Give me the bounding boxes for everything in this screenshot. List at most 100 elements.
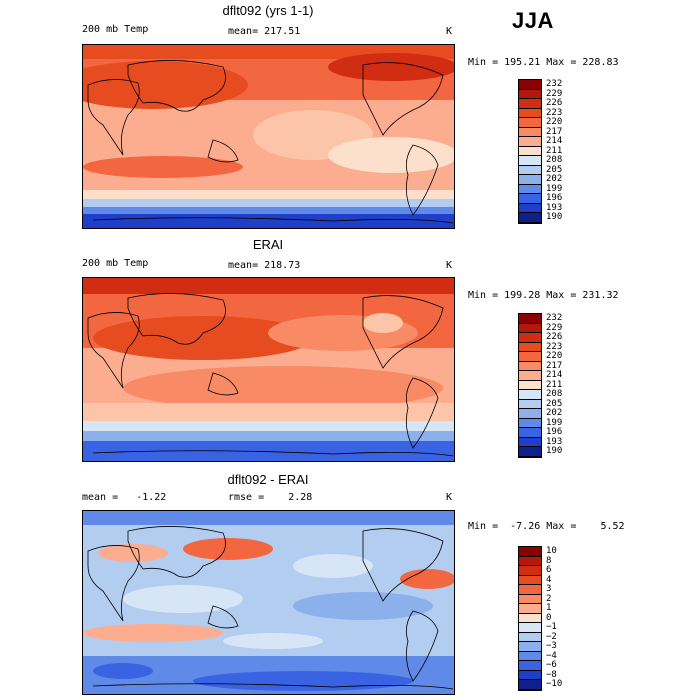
colorbar-swatch bbox=[519, 632, 541, 643]
panel-2-minmax-label: Min = 199.28 Max = 231.32 bbox=[468, 290, 619, 301]
colorbar-swatch bbox=[519, 613, 541, 624]
colorbar-tick-label: 232 bbox=[546, 79, 563, 89]
colorbar-tick-label: 220 bbox=[546, 117, 563, 128]
colorbar-swatch bbox=[519, 213, 541, 223]
colorbar-tick-label: 208 bbox=[546, 389, 563, 400]
panel-3-unit-label: K bbox=[446, 492, 453, 503]
colorbar-tick-label: 1 bbox=[546, 603, 552, 614]
colorbar-swatch bbox=[519, 371, 541, 381]
colorbar-tick-label: 190 bbox=[546, 446, 563, 457]
colorbar-swatch bbox=[519, 99, 541, 109]
colorbar-tick-label: 226 bbox=[546, 98, 563, 109]
colorbar-swatch bbox=[519, 670, 541, 681]
colorbar-swatch bbox=[519, 118, 541, 128]
panel-2-map bbox=[82, 277, 455, 462]
colorbar-swatch bbox=[519, 428, 541, 438]
panel-3-title: dflt092 - ERAI bbox=[227, 472, 309, 487]
colorbar-swatch bbox=[519, 409, 541, 419]
colorbar-tick-label: 232 bbox=[546, 313, 563, 323]
colorbar-swatch bbox=[519, 604, 541, 614]
colorbar-tick-label: 205 bbox=[546, 398, 563, 409]
colorbar-swatch bbox=[519, 447, 541, 457]
colorbar-tick-label: 199 bbox=[546, 183, 563, 194]
panel-1-mean-label: mean= 217.51 bbox=[228, 26, 301, 37]
colorbar-swatch bbox=[519, 137, 541, 147]
colorbar-swatch bbox=[519, 184, 541, 195]
colorbar-tick-label: 223 bbox=[546, 341, 563, 352]
colorbar-tick-label: 196 bbox=[546, 193, 563, 204]
colorbar-swatch bbox=[519, 651, 541, 662]
colorbar-tick-label: 3 bbox=[546, 584, 552, 595]
colorbar-swatch bbox=[519, 380, 541, 391]
colorbar-tick-label: 10 bbox=[546, 546, 557, 556]
colorbar-tick-label: 208 bbox=[546, 155, 563, 166]
colorbar-tick-label: −4 bbox=[546, 650, 557, 661]
panel-3-minmax-label: Min = -7.26 Max = 5.52 bbox=[468, 521, 625, 532]
colorbar-tick-label: 205 bbox=[546, 164, 563, 175]
colorbar-swatch bbox=[519, 89, 541, 100]
colorbar-swatch bbox=[519, 203, 541, 214]
colorbar-tick-label: 199 bbox=[546, 417, 563, 428]
colorbar-swatch bbox=[519, 175, 541, 185]
panel-1-map bbox=[82, 44, 455, 229]
colorbar-swatch bbox=[519, 437, 541, 448]
panel-1-variable-label: 200 mb Temp bbox=[82, 24, 149, 35]
colorbar-swatch bbox=[519, 323, 541, 334]
colorbar-swatch bbox=[519, 399, 541, 410]
colorbar-tick-label: 214 bbox=[546, 136, 563, 147]
panel-2-variable-label: 200 mb Temp bbox=[82, 258, 149, 269]
colorbar-tick-label: −10 bbox=[546, 679, 563, 690]
panel-3-mean-label: mean = -1.22 bbox=[82, 492, 167, 503]
panel-2-mean-label: mean= 218.73 bbox=[228, 260, 301, 271]
colorbar-tick-label: −6 bbox=[546, 660, 557, 671]
colorbar-swatch bbox=[519, 80, 541, 90]
colorbar-tick-label: 8 bbox=[546, 555, 552, 566]
colorbar-swatch bbox=[519, 594, 541, 605]
colorbar-tick-label: 193 bbox=[546, 436, 563, 447]
panel-1-minmax-label: Min = 195.21 Max = 228.83 bbox=[468, 57, 619, 68]
panel-2-title: ERAI bbox=[252, 237, 284, 252]
panel-3-colorbar bbox=[518, 546, 542, 691]
colorbar-swatch bbox=[519, 566, 541, 576]
colorbar-swatch bbox=[519, 418, 541, 429]
colorbar-tick-label: 223 bbox=[546, 107, 563, 118]
colorbar-swatch bbox=[519, 314, 541, 324]
colorbar-swatch bbox=[519, 156, 541, 166]
colorbar-tick-label: −3 bbox=[546, 641, 557, 652]
colorbar-swatch bbox=[519, 547, 541, 557]
colorbar-swatch bbox=[519, 390, 541, 400]
colorbar-tick-label: 217 bbox=[546, 360, 563, 371]
colorbar-tick-label: −2 bbox=[546, 631, 557, 642]
colorbar-tick-label: 202 bbox=[546, 174, 563, 185]
colorbar-swatch bbox=[519, 642, 541, 652]
panel-1-title: dflt092 (yrs 1-1) bbox=[222, 3, 314, 18]
colorbar-tick-label: 214 bbox=[546, 370, 563, 381]
colorbar-tick-label: 193 bbox=[546, 202, 563, 213]
colorbar-swatch bbox=[519, 333, 541, 343]
colorbar-tick-label: 229 bbox=[546, 88, 563, 99]
colorbar-tick-label: −8 bbox=[546, 669, 557, 680]
colorbar-swatch bbox=[519, 556, 541, 567]
colorbar-swatch bbox=[519, 194, 541, 204]
panel-2-unit-label: K bbox=[446, 260, 453, 271]
colorbar-swatch bbox=[519, 680, 541, 690]
colorbar-swatch bbox=[519, 108, 541, 119]
colorbar-tick-label: 202 bbox=[546, 408, 563, 419]
panel-1-colorbar bbox=[518, 79, 542, 224]
colorbar-tick-label: 211 bbox=[546, 145, 563, 156]
colorbar-tick-label: 196 bbox=[546, 427, 563, 438]
colorbar-tick-label: 220 bbox=[546, 351, 563, 362]
colorbar-tick-label: 226 bbox=[546, 332, 563, 343]
colorbar-tick-label: 4 bbox=[546, 574, 552, 585]
colorbar-tick-label: 6 bbox=[546, 565, 552, 576]
colorbar-swatch bbox=[519, 165, 541, 176]
colorbar-tick-label: 211 bbox=[546, 379, 563, 390]
panel-3-map bbox=[82, 510, 455, 695]
colorbar-swatch bbox=[519, 361, 541, 372]
colorbar-swatch bbox=[519, 585, 541, 595]
panel-2-colorbar bbox=[518, 313, 542, 458]
colorbar-tick-label: −1 bbox=[546, 622, 557, 633]
colorbar-swatch bbox=[519, 127, 541, 138]
colorbar-swatch bbox=[519, 352, 541, 362]
colorbar-swatch bbox=[519, 146, 541, 157]
